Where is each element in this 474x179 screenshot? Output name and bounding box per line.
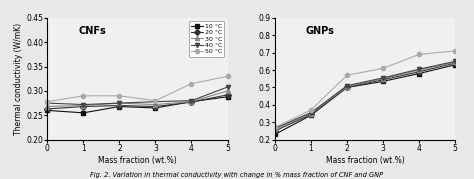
- 40 °C: [117, 102, 122, 104]
- 30 °C: [225, 90, 230, 92]
- 40 °C: [189, 100, 194, 102]
- 20 °C: [117, 105, 122, 107]
- 30 °C: [81, 105, 86, 107]
- 10 °C: [225, 96, 230, 98]
- Line: 30 °C: 30 °C: [46, 89, 229, 109]
- 40 °C: [225, 86, 230, 88]
- 50 °C: [225, 75, 230, 77]
- 30 °C: [153, 103, 158, 106]
- 50 °C: [153, 100, 158, 102]
- 10 °C: [45, 109, 50, 112]
- 10 °C: [153, 107, 158, 109]
- 30 °C: [189, 101, 194, 103]
- Legend: 10 °C, 20 °C, 30 °C, 40 °C, 50 °C: 10 °C, 20 °C, 30 °C, 40 °C, 50 °C: [189, 21, 224, 57]
- 30 °C: [45, 105, 50, 108]
- Y-axis label: Thermal conductivity (W/mK): Thermal conductivity (W/mK): [14, 23, 23, 135]
- Line: 40 °C: 40 °C: [46, 85, 229, 107]
- 20 °C: [189, 101, 194, 103]
- 40 °C: [153, 101, 158, 103]
- 40 °C: [45, 102, 50, 104]
- 10 °C: [189, 101, 194, 103]
- Line: 50 °C: 50 °C: [46, 74, 229, 104]
- 50 °C: [45, 101, 50, 103]
- 20 °C: [81, 105, 86, 108]
- 30 °C: [117, 102, 122, 104]
- 50 °C: [189, 83, 194, 85]
- 20 °C: [45, 108, 50, 110]
- Line: 10 °C: 10 °C: [46, 95, 229, 115]
- Line: 20 °C: 20 °C: [46, 93, 229, 111]
- 20 °C: [153, 105, 158, 108]
- Text: Fig. 2. Variation in thermal conductivity with change in % mass fraction of CNF : Fig. 2. Variation in thermal conductivit…: [91, 172, 383, 178]
- 10 °C: [117, 105, 122, 108]
- Text: CNFs: CNFs: [79, 26, 106, 36]
- 10 °C: [81, 112, 86, 114]
- Text: GNPs: GNPs: [306, 26, 334, 36]
- 50 °C: [117, 95, 122, 97]
- X-axis label: Mass fraction (wt.%): Mass fraction (wt.%): [326, 156, 404, 165]
- X-axis label: Mass fraction (wt.%): Mass fraction (wt.%): [98, 156, 177, 165]
- 20 °C: [225, 94, 230, 96]
- 50 °C: [81, 95, 86, 97]
- 40 °C: [81, 103, 86, 106]
